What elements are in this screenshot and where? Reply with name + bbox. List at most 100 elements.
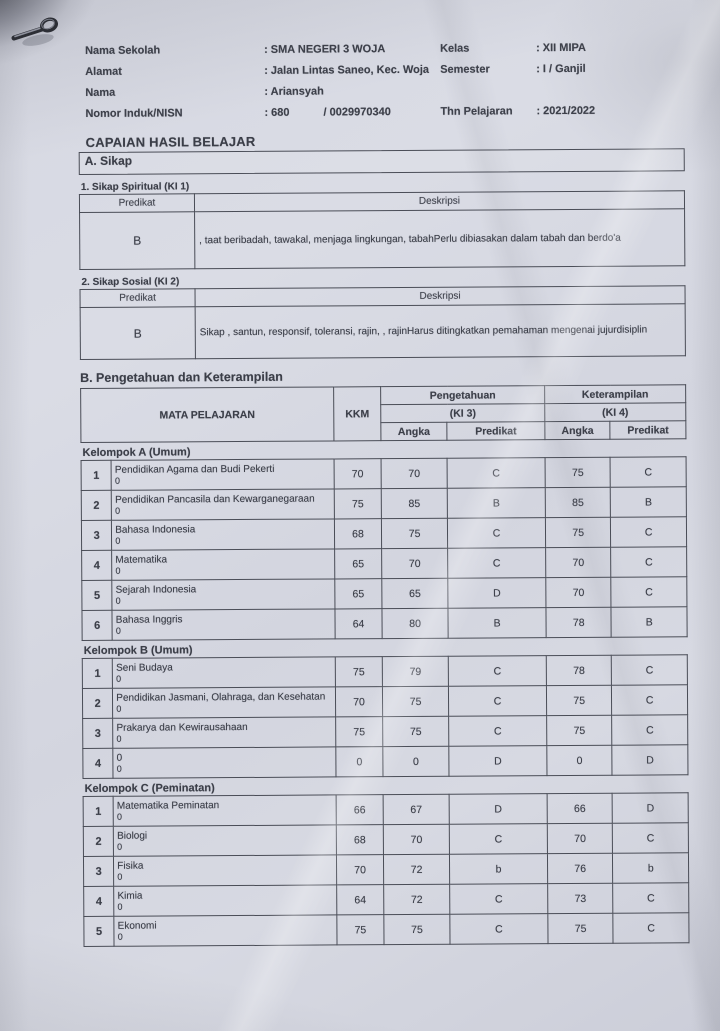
row-no: 3 bbox=[82, 718, 114, 749]
table-row: 3 Bahasa Indonesia 0 68 75 C 75 C bbox=[81, 516, 687, 551]
ki4-predikat-value: C bbox=[610, 546, 687, 578]
ki4-predikat-value: C bbox=[610, 516, 687, 548]
subject-sub: 0 bbox=[114, 475, 120, 486]
ki3-angka-value: 70 bbox=[383, 824, 450, 855]
sikap-sosial-predikat: B bbox=[80, 306, 196, 360]
table-row: B , taat beribadah, tawakal, menjaga lin… bbox=[79, 208, 685, 270]
section-b-heading: B. Pengetahuan dan Keterampilan bbox=[80, 369, 283, 385]
ki4-predikat-value: C bbox=[611, 684, 688, 716]
ki3-predikat-value: b bbox=[449, 853, 548, 885]
table-row: 4 Kimia 0 64 72 C 73 C bbox=[83, 882, 689, 917]
ki3-angka-value: 70 bbox=[381, 458, 448, 489]
ki3-angka-value: 72 bbox=[383, 884, 450, 915]
ki4-angka-value: 70 bbox=[547, 823, 613, 854]
subject-sub: 0 bbox=[115, 625, 121, 636]
ki4-predikat-value: C bbox=[611, 654, 688, 686]
ki4-predikat-value: B bbox=[610, 486, 687, 518]
kkm-value: 64 bbox=[336, 884, 384, 915]
ki3-predikat-value: D bbox=[448, 745, 548, 777]
ki4-angka-value: 76 bbox=[547, 853, 613, 884]
kkm-value: 75 bbox=[336, 914, 385, 945]
subject-sub: 0 bbox=[117, 901, 123, 912]
ki4-angka-value: 70 bbox=[545, 547, 612, 578]
ki3-angka-value: 72 bbox=[383, 854, 450, 885]
kkm-value: 75 bbox=[335, 716, 383, 747]
row-no: 1 bbox=[83, 796, 114, 827]
row-no: 2 bbox=[83, 826, 114, 857]
ki4-predikat-value: b bbox=[612, 852, 689, 884]
ki3-predikat-value: C bbox=[449, 883, 548, 915]
group-grades-table: 1 Seni Budaya 0 75 79 C 78 C 2 Pendidika… bbox=[82, 654, 689, 779]
row-no: 1 bbox=[81, 460, 112, 491]
kkm-value: 75 bbox=[334, 488, 382, 519]
subject-sub: 0 bbox=[116, 673, 122, 684]
subject-name: Pendidikan Jasmani, Olahraga, dan Keseha… bbox=[116, 691, 326, 704]
ki3-angka-value: 0 bbox=[382, 746, 450, 777]
subject-sub: 0 bbox=[116, 733, 122, 744]
sikap-sosial-deskripsi: Sikap , santun, responsif, toleransi, ra… bbox=[195, 303, 686, 359]
kkm-value: 65 bbox=[334, 578, 383, 609]
kkm-value: 64 bbox=[334, 608, 383, 639]
field-value-kelas: : XII MIPA bbox=[536, 41, 587, 55]
student-identity-block: Nama Sekolah : SMA NEGERI 3 WOJA Kelas :… bbox=[78, 38, 684, 124]
ki3-predikat-value: C bbox=[449, 823, 548, 855]
kkm-value: 70 bbox=[333, 458, 382, 489]
row-no: 2 bbox=[81, 490, 112, 521]
field-value-nama: : Ariansyah bbox=[264, 85, 324, 98]
table-row: 5 Ekonomi 0 75 75 C 75 C bbox=[83, 912, 690, 947]
column-header-mata-pelajaran: MATA PELAJARAN bbox=[80, 386, 334, 443]
ki4-angka-value: 66 bbox=[547, 793, 613, 824]
field-label-nama: Nama bbox=[85, 86, 116, 99]
sikap-sosial-table: Predikat Deskripsi B Sikap , santun, res… bbox=[80, 285, 686, 360]
field-value-nisn: / 0029970340 bbox=[323, 106, 391, 119]
subject-sub: 0 bbox=[115, 595, 121, 606]
ki4-angka-value: 70 bbox=[545, 577, 612, 608]
ki3-predikat-value: D bbox=[447, 577, 546, 609]
subject-group: Kelompok A (Umum) 1 Pendidikan Agama dan… bbox=[80, 443, 688, 641]
row-no: 3 bbox=[81, 520, 112, 551]
ki3-angka-value: 67 bbox=[383, 794, 450, 825]
field-label-nama-sekolah: Nama Sekolah bbox=[85, 44, 161, 57]
row-no: 5 bbox=[83, 916, 115, 947]
group-grades-table: 1 Matematika Peminatan 0 66 67 D 66 D 2 … bbox=[83, 792, 690, 947]
section-a-heading: A. Sikap bbox=[78, 148, 685, 175]
ki4-predikat-value: C bbox=[612, 882, 689, 914]
ki3-predikat-value: B bbox=[447, 607, 547, 639]
field-label-nomor-induk: Nomor Induk/NISN bbox=[85, 107, 183, 120]
table-row: B Sikap , santun, responsif, toleransi, … bbox=[80, 303, 686, 360]
subject-sub: 0 bbox=[115, 565, 121, 576]
ki4-angka-value: 85 bbox=[545, 487, 611, 518]
group-grades-table: 1 Pendidikan Agama dan Budi Pekerti 0 70… bbox=[81, 456, 688, 641]
ki3-predikat-value: C bbox=[447, 547, 546, 579]
ki4-angka-value: 75 bbox=[547, 913, 614, 944]
safety-pin-icon bbox=[11, 17, 58, 46]
ki3-predikat-value: C bbox=[448, 685, 547, 717]
subject-sub: 0 bbox=[116, 811, 123, 822]
subject-sub: 0 bbox=[117, 931, 123, 942]
kkm-value: 0 bbox=[335, 746, 384, 777]
ki3-predikat-value: C bbox=[448, 655, 547, 687]
field-value-thn-pelajaran: : 2021/2022 bbox=[536, 104, 596, 118]
column-header-ki4-predikat: Predikat bbox=[610, 420, 686, 440]
subject-name: Pendidikan Pancasila dan Kewarganegaraan bbox=[115, 493, 315, 506]
row-no: 6 bbox=[81, 610, 113, 641]
row-no: 3 bbox=[83, 856, 114, 887]
subject-sub: 0 bbox=[116, 703, 122, 714]
ki4-angka-value: 73 bbox=[547, 883, 614, 914]
table-row: 6 Bahasa Inggris 0 64 80 B 78 B bbox=[81, 606, 688, 641]
kkm-value: 68 bbox=[334, 518, 382, 549]
subject-sub: 0 bbox=[117, 871, 123, 882]
ki4-predikat-value: D bbox=[612, 792, 689, 824]
ki3-predikat-value: C bbox=[449, 913, 549, 945]
table-row: 3 Prakarya dan Kewirausahaan 0 75 75 C 7… bbox=[82, 714, 688, 749]
subject-sub: 0 bbox=[115, 535, 121, 546]
row-no: 4 bbox=[82, 748, 114, 779]
ki3-angka-value: 79 bbox=[382, 656, 449, 687]
ki4-predikat-value: C bbox=[611, 714, 688, 746]
subject-groups: Kelompok A (Umum) 1 Pendidikan Agama dan… bbox=[80, 443, 690, 947]
column-header-ki3: (KI 3) bbox=[380, 403, 545, 423]
ki3-predikat-value: C bbox=[448, 715, 547, 747]
kkm-value: 65 bbox=[334, 548, 382, 579]
kkm-value: 70 bbox=[335, 686, 383, 717]
ki4-predikat-value: C bbox=[610, 456, 687, 488]
